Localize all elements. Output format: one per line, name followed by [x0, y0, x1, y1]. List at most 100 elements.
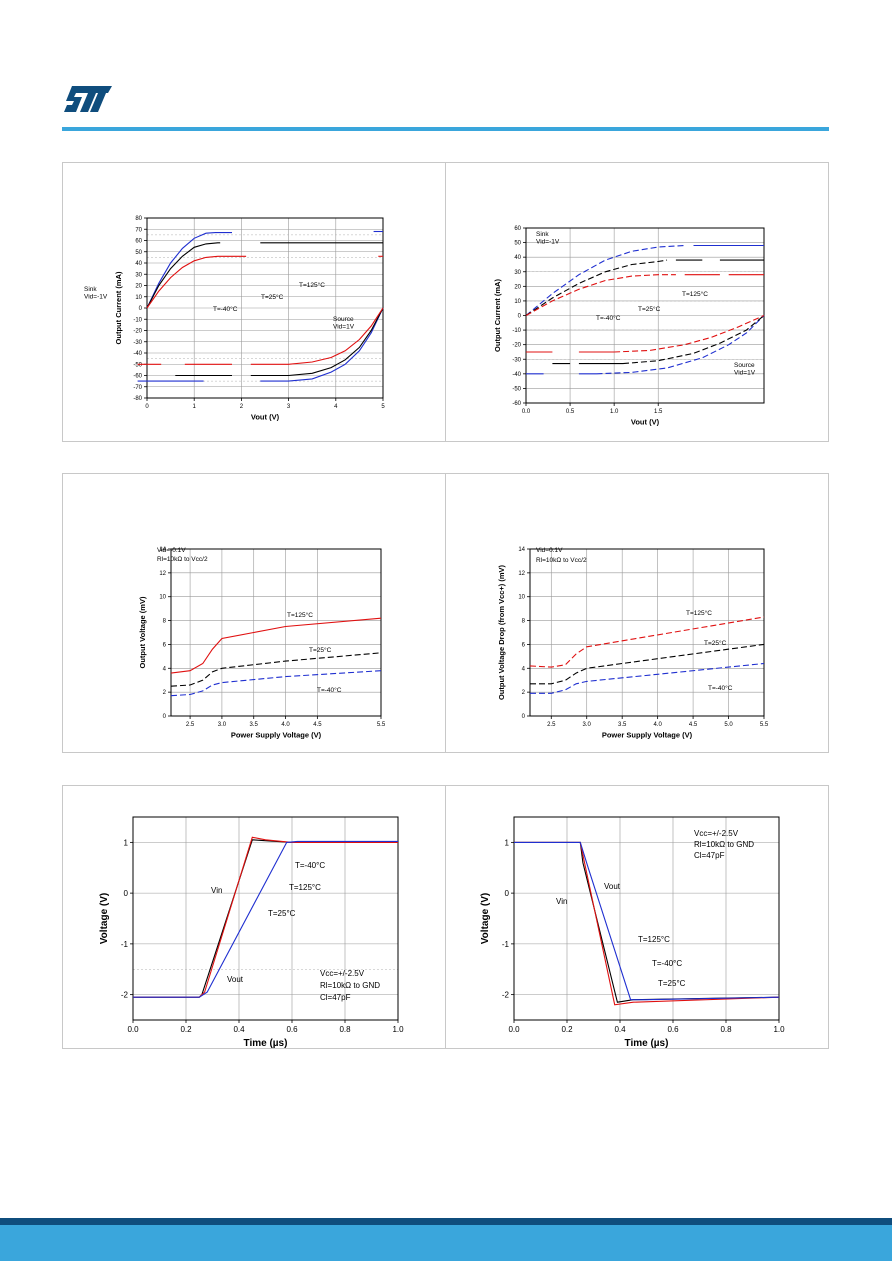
- annotation-label: Sink Vid=-1V: [536, 231, 560, 246]
- annotation-label: T=125°C: [287, 611, 313, 619]
- x-tick-label: 1: [193, 404, 197, 410]
- x-tick-label: 3.0: [583, 722, 592, 728]
- series-line-2: [133, 840, 398, 998]
- x-tick-label: 0.8: [339, 1025, 351, 1034]
- x-tick-label: 4.5: [313, 722, 322, 728]
- y-tick-label: 0: [505, 889, 510, 898]
- y-tick-label: 40: [135, 261, 142, 267]
- x-tick-label: 4.0: [281, 722, 290, 728]
- y-tick-label: 10: [514, 299, 521, 305]
- chart-panel-2: 0.0 0.5 1.0 1.5 60 50 40 30 20 10 0 -10 -20 -30 -40 -50…: [445, 162, 829, 442]
- annotation-label: Vid=0.1V: [536, 547, 563, 554]
- y-axis-label: Output Current (mA): [493, 279, 502, 352]
- x-tick-label: 5.5: [760, 722, 769, 728]
- annotation-label: Vout: [604, 882, 621, 891]
- annotation-label: Sink Vid=-1V: [84, 286, 108, 301]
- y-axis-label: Voltage (V): [99, 893, 110, 944]
- series-line-0: [170, 617, 382, 674]
- series-line-10: [596, 315, 765, 375]
- y-tick-label: 6: [522, 642, 526, 648]
- annotation-label: T=125°C: [638, 935, 670, 944]
- y-tick-label: 50: [135, 250, 142, 256]
- y-tick-label: 30: [514, 270, 521, 276]
- series-line-0: [146, 232, 232, 309]
- x-axis-label: Vout (V): [631, 418, 660, 427]
- series-line-1: [514, 841, 780, 1006]
- series-line-2: [525, 259, 668, 316]
- series-line-16: [614, 314, 765, 353]
- annotation-label: Cl=47pF: [694, 851, 725, 860]
- x-tick-label: 0.0: [127, 1025, 139, 1034]
- series-line-13: [622, 315, 765, 365]
- x-tick-label: 0.0: [508, 1025, 520, 1034]
- y-tick-label: -80: [133, 396, 142, 402]
- chart-panel-1: 0 1 2 3 4 5 80 70 60 50 40 30 20 10 0 -10 -20 -30 -40 -50 -6…: [62, 162, 446, 442]
- series-line-2: [514, 841, 780, 1001]
- y-tick-label: 12: [159, 571, 166, 577]
- x-tick-label: 0.0: [522, 409, 531, 415]
- y-tick-label: 0: [124, 889, 129, 898]
- series-line-2: [170, 670, 382, 697]
- y-tick-label: -1: [121, 940, 129, 949]
- y-tick-label: -20: [133, 329, 142, 335]
- y-tick-label: -50: [133, 362, 142, 368]
- y-tick-label: 20: [514, 284, 521, 290]
- output-voltage-drop-vs-supply-chart: 2.5 3.0 3.5 4.0 4.5 5.0 5.5 0 2 4 6 8 10 12 14 Power Su…: [497, 547, 769, 740]
- y-tick-label: 50: [514, 241, 521, 247]
- annotation-label: Vcc=+/-2.5V: [694, 829, 739, 838]
- x-tick-label: 0: [145, 404, 149, 410]
- y-tick-label: -40: [512, 372, 521, 378]
- y-tick-label: 30: [135, 272, 142, 278]
- x-tick-label: 4: [334, 404, 338, 410]
- annotation-label: Vid=-0.1V: [157, 547, 186, 554]
- annotation-label: T=25°C: [704, 639, 727, 647]
- series-line-1: [530, 643, 765, 685]
- y-tick-label: -60: [133, 374, 142, 380]
- y-tick-label: 2: [163, 690, 167, 696]
- series-line-5: [525, 274, 676, 316]
- x-axis-label: Vout (V): [251, 413, 280, 422]
- series-line-7: [260, 307, 384, 382]
- x-axis-label: Time (µs): [625, 1038, 669, 1049]
- footer-blue-band: [0, 1225, 892, 1261]
- x-axis-label: Power Supply Voltage (V): [231, 731, 322, 740]
- annotation-label: T=125°C: [682, 290, 708, 298]
- series-line-4: [146, 255, 247, 309]
- chart-panel-4: 2.5 3.0 3.5 4.0 4.5 5.0 5.5 0 2 4 6 8 10 12 14 Power Su…: [445, 473, 829, 753]
- x-tick-label: 0.4: [614, 1025, 626, 1034]
- y-tick-label: 0: [522, 714, 526, 720]
- x-tick-label: 0.2: [180, 1025, 192, 1034]
- annotation-label: T=-40°C: [213, 305, 238, 313]
- annotation-label: T=25°C: [268, 909, 296, 918]
- y-tick-label: 60: [135, 239, 142, 245]
- x-tick-label: 0.8: [720, 1025, 732, 1034]
- rising-step-response-chart: 0.0 0.2 0.4 0.6 0.8 1.0 1 0 -1 -2 Time (µs) Voltage…: [99, 816, 404, 1049]
- annotation-label: T=-40°C: [317, 686, 342, 694]
- x-tick-label: 1.0: [773, 1025, 785, 1034]
- y-tick-label: 20: [135, 284, 142, 290]
- series-line-9: [250, 307, 384, 377]
- annotation-label: Source Vid=1V: [333, 316, 355, 331]
- y-tick-label: -70: [133, 385, 142, 391]
- annotation-label: Vin: [211, 886, 222, 895]
- y-tick-label: 12: [518, 571, 525, 577]
- x-tick-label: 1.5: [654, 409, 663, 415]
- header-rule: [62, 127, 829, 131]
- y-tick-label: 40: [514, 255, 521, 261]
- x-tick-label: 0.5: [566, 409, 575, 415]
- annotation-label: Rl=10kΩ to GND: [320, 981, 380, 990]
- y-tick-label: -60: [512, 401, 521, 407]
- series-line-2: [146, 242, 221, 309]
- y-tick-label: 1: [124, 838, 129, 847]
- annotation-label: T=125°C: [299, 281, 325, 289]
- y-tick-label: 4: [163, 666, 167, 672]
- annotation-label: Vout: [227, 975, 244, 984]
- y-tick-label: 0: [139, 306, 143, 312]
- x-tick-label: 5.0: [724, 722, 733, 728]
- x-tick-label: 3: [287, 404, 291, 410]
- annotation-label: T=-40°C: [596, 314, 621, 322]
- plot-frame: [132, 816, 399, 1021]
- annotation-label: Rl=10kΩ to Vcc/2: [536, 557, 587, 564]
- output-current-vs-vout-5v-chart: 0 1 2 3 4 5 80 70 60 50 40 30 20 10 0 -10 -20 -30 -40 -50 -6…: [84, 216, 385, 422]
- chart-panel-3: 2.5 3.0 3.5 4.0 4.5 5.5 0 2 4 6 8 10 12 14 Power Suppl…: [62, 473, 446, 753]
